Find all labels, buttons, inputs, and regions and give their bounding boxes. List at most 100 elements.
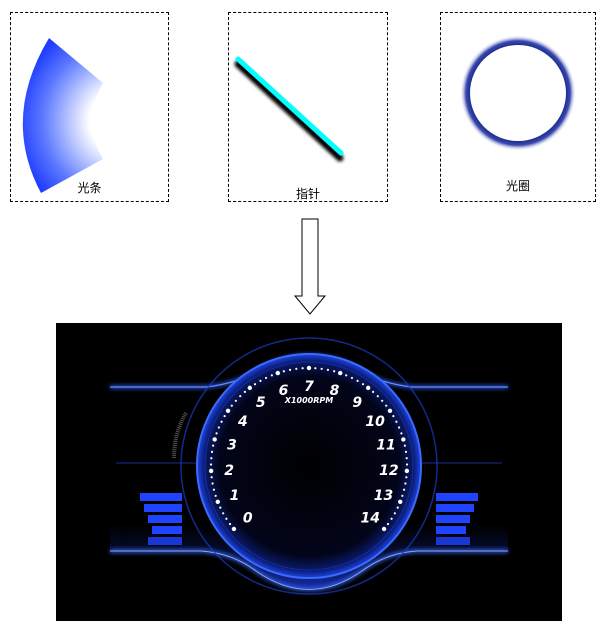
needle-panel: 指针: [228, 12, 388, 202]
minor-tick: [228, 522, 232, 526]
minor-tick: [314, 367, 317, 370]
major-tick: [306, 365, 312, 371]
minor-tick: [333, 370, 336, 373]
minor-tick: [219, 506, 222, 509]
minor-tick: [385, 404, 388, 407]
minor-tick: [405, 463, 409, 466]
minor-tick: [222, 512, 225, 515]
gauge-number: 10: [365, 414, 385, 430]
minor-tick: [282, 370, 285, 373]
minor-tick: [253, 383, 257, 386]
major-tick: [231, 526, 237, 532]
minor-tick: [350, 376, 354, 380]
minor-tick: [230, 404, 233, 407]
halo-ring-icon: [460, 35, 576, 151]
gauge-number: 5: [256, 395, 266, 411]
gauge-number: 13: [374, 488, 393, 504]
needle-bar-icon: [234, 56, 344, 162]
minor-tick: [295, 367, 298, 370]
minor-tick: [376, 395, 379, 398]
major-tick: [338, 370, 343, 376]
gauge-number: 11: [376, 437, 395, 453]
major-tick: [275, 370, 280, 376]
major-tick: [381, 526, 387, 532]
light-bar-sector-icon: [22, 38, 103, 193]
major-tick: [215, 499, 220, 505]
minor-tick: [217, 426, 220, 429]
minor-tick: [372, 390, 375, 393]
minor-tick: [404, 482, 407, 485]
halo-ring-label: 光圈: [505, 179, 530, 193]
minor-tick: [210, 450, 214, 453]
gauge-number: 8: [330, 383, 340, 399]
left-bar-stack: [140, 493, 182, 545]
gauge-number: 3: [227, 437, 237, 453]
gauge-number: 6: [279, 383, 289, 399]
minor-tick: [393, 512, 396, 515]
major-tick: [365, 385, 371, 391]
minor-tick: [214, 494, 217, 497]
major-tick: [247, 385, 253, 391]
minor-tick: [390, 517, 393, 520]
minor-tick: [220, 420, 223, 423]
minor-tick: [361, 383, 365, 386]
right-bar-stack: [436, 493, 478, 545]
gauge-number: 1: [230, 488, 240, 504]
minor-tick: [405, 476, 408, 479]
minor-tick: [395, 420, 398, 423]
gauge-number: 7: [304, 379, 314, 395]
minor-tick: [402, 488, 406, 491]
minor-tick: [345, 374, 348, 377]
minor-tick: [356, 379, 359, 382]
gauge-number: 2: [224, 463, 234, 479]
gauge-number: 12: [379, 463, 398, 479]
major-tick: [208, 468, 214, 474]
gauge-number: 9: [352, 395, 362, 411]
minor-tick: [212, 444, 215, 447]
minor-tick: [210, 457, 213, 460]
gauge-number: 0: [243, 510, 253, 526]
unit-label: X1000RPM: [284, 396, 333, 405]
major-tick: [225, 408, 231, 413]
minor-tick: [259, 379, 262, 382]
minor-tick: [404, 450, 408, 453]
major-tick: [387, 408, 393, 413]
major-tick: [398, 499, 403, 505]
needle-label: 指针: [295, 187, 320, 201]
minor-tick: [264, 376, 268, 380]
major-tick: [404, 468, 410, 474]
minor-tick: [400, 432, 403, 435]
minor-tick: [405, 457, 408, 460]
minor-tick: [288, 368, 292, 371]
minor-tick: [392, 415, 395, 418]
minor-tick: [396, 506, 399, 509]
light-bar-label: 光条: [77, 181, 102, 195]
minor-tick: [223, 415, 226, 418]
minor-tick: [239, 395, 242, 398]
light-bar-panel: 光条: [10, 12, 169, 202]
gauge-number: 4: [237, 414, 248, 430]
minor-tick: [212, 488, 216, 491]
minor-tick: [381, 399, 384, 402]
major-tick: [212, 437, 217, 442]
minor-tick: [403, 444, 406, 447]
minor-tick: [320, 367, 323, 370]
minor-tick: [225, 517, 228, 520]
minor-tick: [301, 367, 304, 370]
minor-tick: [209, 463, 213, 466]
minor-tick: [398, 426, 401, 429]
minor-tick: [243, 390, 246, 393]
halo-ring-panel: 光圈: [440, 12, 596, 202]
minor-tick: [215, 432, 218, 435]
minor-tick: [326, 368, 330, 371]
down-arrow-icon: [293, 218, 327, 315]
minor-tick: [234, 399, 237, 402]
major-tick: [401, 437, 406, 442]
minor-tick: [401, 494, 404, 497]
dashboard-panel: 0 1 2 3 4 5 6 7 8 9 10 11 12 13 14 X1000RPM: [56, 323, 562, 621]
minor-tick: [270, 374, 273, 377]
tick-ring: [208, 365, 410, 532]
minor-tick: [211, 482, 214, 485]
